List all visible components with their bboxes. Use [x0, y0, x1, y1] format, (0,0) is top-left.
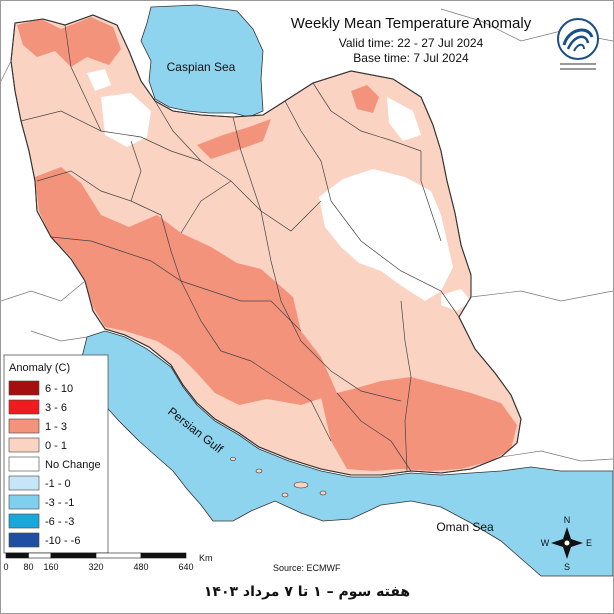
footer-caption: هفته سوم – ۱ تا ۷ مرداد ۱۴۰۳	[203, 584, 411, 600]
legend-swatch	[8, 513, 40, 529]
legend-swatch	[8, 494, 40, 510]
persian-gulf	[80, 330, 613, 577]
legend-title: Anomaly (C)	[9, 362, 70, 374]
province-boundaries	[20, 24, 460, 472]
zone-east-small	[441, 289, 471, 311]
scale-tick-label: 320	[88, 562, 103, 572]
scale-tick-label: 640	[178, 562, 193, 572]
legend-label: 3 - 6	[45, 402, 67, 414]
scale-tick-label: 80	[23, 562, 33, 572]
legend-label: No Change	[45, 459, 101, 471]
scale-segment	[5, 552, 29, 559]
scale-segment	[140, 552, 187, 559]
compass-s: S	[564, 562, 570, 572]
legend-swatch	[8, 532, 40, 548]
zone-northwest	[17, 17, 121, 67]
zone-northeast	[351, 85, 379, 113]
legend-label: -6 - -3	[45, 516, 74, 528]
no-change-zones	[87, 69, 471, 311]
legend-label: 6 - 10	[45, 383, 73, 395]
logo	[557, 18, 599, 70]
scale-tick-label: 160	[43, 562, 58, 572]
scale-unit: Km	[199, 553, 213, 563]
zone-nw-white	[87, 69, 111, 91]
iran-outline	[10, 14, 522, 476]
scale-segment	[95, 552, 142, 559]
legend-swatch	[8, 380, 40, 396]
zone-southeast	[321, 377, 517, 471]
legend-label: -3 - -1	[45, 497, 74, 509]
compass-n: N	[564, 515, 571, 525]
zone-west	[35, 167, 337, 405]
legend-swatch	[8, 437, 40, 453]
valid-time: Valid time: 22 - 27 Jul 2024	[339, 36, 484, 50]
legend-label: -10 - -6	[45, 535, 80, 547]
compass-w: W	[541, 538, 550, 548]
scale-segment	[50, 552, 97, 559]
compass-rose: N S E W	[541, 515, 592, 572]
legend-swatch	[8, 418, 40, 434]
map-title: Weekly Mean Temperature Anomaly	[291, 15, 532, 32]
scale-bar: Km 0 80 160 320 480 640	[3, 552, 213, 572]
anomaly-1-3-zones	[17, 17, 517, 471]
legend-swatch	[8, 475, 40, 491]
islands	[230, 457, 327, 498]
legend-label: -1 - 0	[45, 478, 71, 490]
scale-tick-label: 0	[3, 562, 8, 572]
base-time: Base time: 7 Jul 2024	[353, 51, 469, 65]
source-label: Source: ECMWF	[273, 563, 341, 573]
caspian-sea	[140, 4, 264, 118]
oman-sea-label: Oman Sea	[436, 520, 494, 534]
zone-northeast-white	[387, 97, 421, 141]
legend: Anomaly (C) 6 - 10 3 - 6 1 - 3 0 - 1 No Chan…	[3, 354, 109, 554]
legend-swatch	[8, 456, 40, 472]
scale-tick-label: 480	[133, 562, 148, 572]
caspian-sea-label: Caspian Sea	[167, 60, 236, 74]
zone-central-east	[319, 169, 453, 301]
zone-east-patch	[457, 401, 469, 413]
scale-segment	[28, 552, 52, 559]
compass-e: E	[586, 538, 592, 548]
legend-swatch	[8, 399, 40, 415]
legend-label: 0 - 1	[45, 440, 67, 452]
legend-label: 1 - 3	[45, 421, 67, 433]
neighbor-borders	[1, 8, 613, 462]
zone-north	[197, 119, 271, 159]
zone-north-central	[101, 93, 151, 147]
